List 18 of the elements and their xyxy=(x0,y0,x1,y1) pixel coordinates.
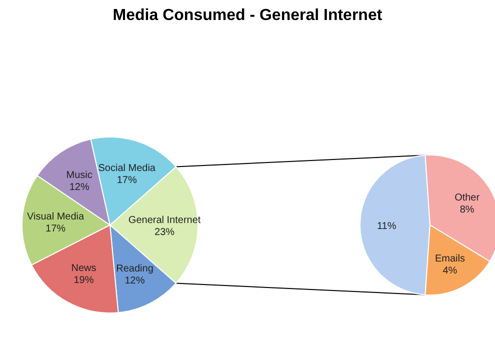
data-label: 12% xyxy=(69,182,90,193)
slice-label: Social Media xyxy=(98,163,156,174)
data-label: 4% xyxy=(442,266,458,277)
slice-label: Other xyxy=(454,192,480,204)
slice-label: Music xyxy=(66,170,92,181)
slice-label: News xyxy=(71,262,96,274)
data-label: 12% xyxy=(124,276,145,287)
text: Media Consumed - General Internet xyxy=(112,7,383,24)
data-label: 17% xyxy=(116,175,137,186)
data-label: 8% xyxy=(460,204,474,216)
data-label: 23% xyxy=(154,227,175,238)
data-label: 19% xyxy=(74,274,94,286)
slice-label: Reading xyxy=(116,264,154,275)
slice-label: Emails xyxy=(434,254,465,265)
data-label: 17% xyxy=(46,224,66,235)
slice-label: Visual Media xyxy=(27,212,85,223)
slice-label: General Internet xyxy=(128,215,201,226)
data-label: 11% xyxy=(376,221,396,232)
